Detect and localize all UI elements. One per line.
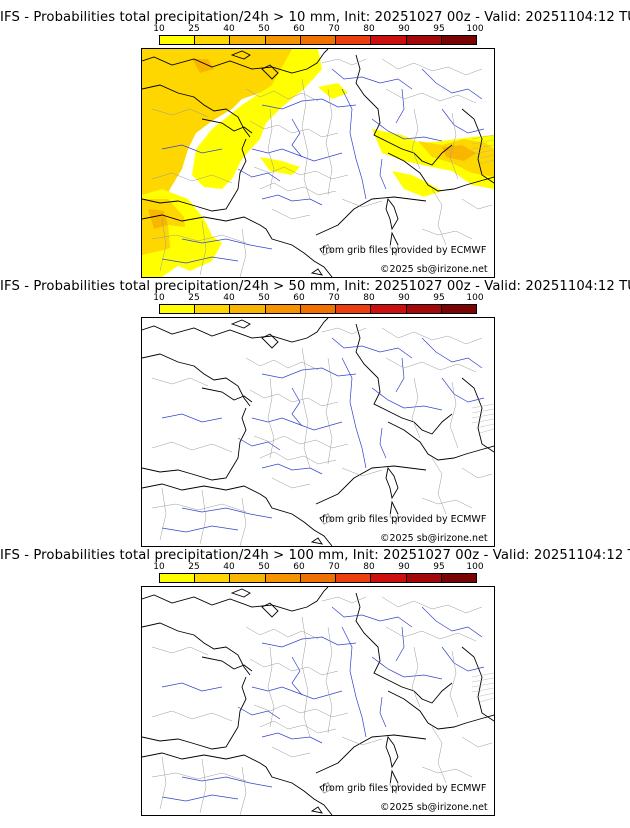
colorbar-segment: [265, 574, 301, 582]
colorbar-tick: 95: [433, 293, 445, 303]
copyright-credit: ©2025 sb@irizone.net: [380, 533, 488, 544]
panel-title: IFS - Probabilities total precipitation/…: [0, 548, 630, 563]
colorbar-segment: [160, 305, 196, 313]
colorbar-tick: 25: [188, 24, 200, 34]
colorbar-segment: [230, 36, 266, 44]
colorbar-segment: [265, 305, 301, 313]
panel-title: IFS - Probabilities total precipitation/…: [0, 10, 630, 25]
colorbar-segment: [300, 574, 337, 582]
map-panel-50mm: IFS - Probabilities total precipitation/…: [0, 279, 630, 549]
colorbar-tick: 60: [293, 562, 305, 572]
colorbar-tick: 100: [466, 562, 484, 572]
colorbar-segment: [371, 305, 407, 313]
precipitation-map: from grib files provided by ECMWF ©2025 …: [141, 317, 495, 547]
colorbar-tick: 90: [398, 293, 410, 303]
colorbar-tick: 60: [293, 24, 305, 34]
colorbar-segment: [336, 36, 372, 44]
colorbar-segment: [371, 574, 407, 582]
map-panel-10mm: IFS - Probabilities total precipitation/…: [0, 10, 630, 280]
colorbar-tick: 50: [258, 562, 270, 572]
colorbar-segment: [195, 36, 231, 44]
colorbar-segment: [160, 36, 196, 44]
colorbar-tick: 70: [328, 24, 340, 34]
colorbar-segment: [336, 305, 372, 313]
colorbar-segment: [300, 305, 337, 313]
colorbar-segment: [195, 305, 231, 313]
colorbar-tick: 95: [433, 24, 445, 34]
colorbar-tick: 50: [258, 24, 270, 34]
colorbar-tick: 60: [293, 293, 305, 303]
colorbar-segment: [441, 36, 476, 44]
colorbar-tick: 10: [153, 293, 165, 303]
colorbar-tick: 90: [398, 562, 410, 572]
data-source-credit: from grib files provided by ECMWF: [322, 245, 487, 256]
colorbar-tick: 25: [188, 293, 200, 303]
colorbar-tick: 100: [466, 293, 484, 303]
colorbar-segment: [406, 36, 442, 44]
map-field-50mm: [142, 318, 494, 546]
copyright-credit: ©2025 sb@irizone.net: [380, 802, 488, 813]
colorbar-tick: 100: [466, 24, 484, 34]
colorbar-tick: 50: [258, 293, 270, 303]
colorbar-tick: 80: [363, 562, 375, 572]
colorbar-segment: [371, 36, 407, 44]
colorbar-tick: 70: [328, 293, 340, 303]
colorbar: [159, 35, 477, 45]
colorbar-segment: [160, 574, 196, 582]
colorbar-ticks: 10 25 40 50 60 70 80 90 95 100: [142, 24, 490, 34]
colorbar-segment: [441, 305, 476, 313]
panel-title: IFS - Probabilities total precipitation/…: [0, 279, 630, 294]
colorbar-segment: [230, 574, 266, 582]
colorbar-tick: 95: [433, 562, 445, 572]
colorbar-tick: 70: [328, 562, 340, 572]
colorbar-tick: 10: [153, 562, 165, 572]
colorbar-tick: 90: [398, 24, 410, 34]
colorbar-segment: [300, 36, 337, 44]
colorbar-segment: [230, 305, 266, 313]
colorbar-tick: 40: [223, 24, 235, 34]
colorbar: [159, 304, 477, 314]
colorbar-segment: [441, 574, 476, 582]
precipitation-map: from grib files provided by ECMWF ©2025 …: [141, 586, 495, 816]
colorbar-segment: [265, 36, 301, 44]
colorbar-segment: [406, 574, 442, 582]
colorbar-tick: 80: [363, 24, 375, 34]
map-field-100mm: [142, 587, 494, 815]
colorbar-tick: 40: [223, 293, 235, 303]
colorbar: [159, 573, 477, 583]
colorbar-tick: 25: [188, 562, 200, 572]
colorbar-segment: [406, 305, 442, 313]
colorbar-tick: 40: [223, 562, 235, 572]
map-panel-100mm: IFS - Probabilities total precipitation/…: [0, 548, 630, 818]
colorbar-ticks: 10 25 40 50 60 70 80 90 95 100: [142, 293, 490, 303]
colorbar-segment: [336, 574, 372, 582]
colorbar-segment: [195, 574, 231, 582]
colorbar-tick: 10: [153, 24, 165, 34]
colorbar-ticks: 10 25 40 50 60 70 80 90 95 100: [142, 562, 490, 572]
data-source-credit: from grib files provided by ECMWF: [322, 514, 487, 525]
copyright-credit: ©2025 sb@irizone.net: [380, 264, 488, 275]
colorbar-tick: 80: [363, 293, 375, 303]
map-field-10mm: [142, 49, 494, 277]
data-source-credit: from grib files provided by ECMWF: [322, 783, 487, 794]
precipitation-map: from grib files provided by ECMWF ©2025 …: [141, 48, 495, 278]
